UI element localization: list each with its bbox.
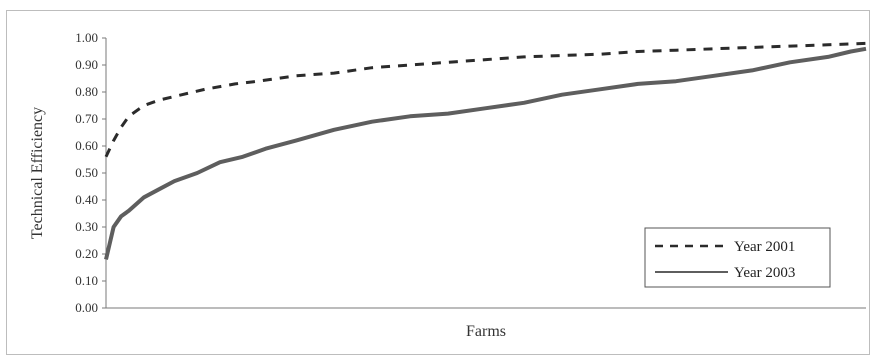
series-layer: [104, 41, 867, 260]
y-tick-label: 0.80: [75, 84, 98, 99]
y-tick-label: 0.70: [75, 111, 98, 126]
legend-label-year-2003: Year 2003: [734, 265, 795, 281]
y-tick-label: 0.20: [75, 246, 98, 261]
legend: Year 2001 Year 2003: [644, 227, 831, 288]
legend-label-year-2001: Year 2001: [734, 239, 795, 255]
y-tick-label: 0.00: [75, 300, 98, 315]
y-tick-label: 0.90: [75, 57, 98, 72]
y-axis-title: Technical Efficiency: [29, 107, 46, 239]
y-tick-label: 0.10: [75, 273, 98, 288]
y-ticks: 0.00 0.10 0.20 0.30 0.40 0.50 0.60 0.70 0.80 0.90…: [75, 30, 106, 315]
series-line-year-2001: [104, 41, 867, 158]
series-line-year-2003: [104, 46, 867, 260]
legend-box: [644, 227, 831, 288]
y-tick-label: 1.00: [75, 30, 98, 45]
y-tick-label: 0.40: [75, 192, 98, 207]
x-axis-title: Farms: [466, 323, 506, 340]
y-tick-label: 0.50: [75, 165, 98, 180]
y-tick-label: 0.60: [75, 138, 98, 153]
chart-frame: [6, 10, 870, 355]
y-tick-label: 0.30: [75, 219, 98, 234]
